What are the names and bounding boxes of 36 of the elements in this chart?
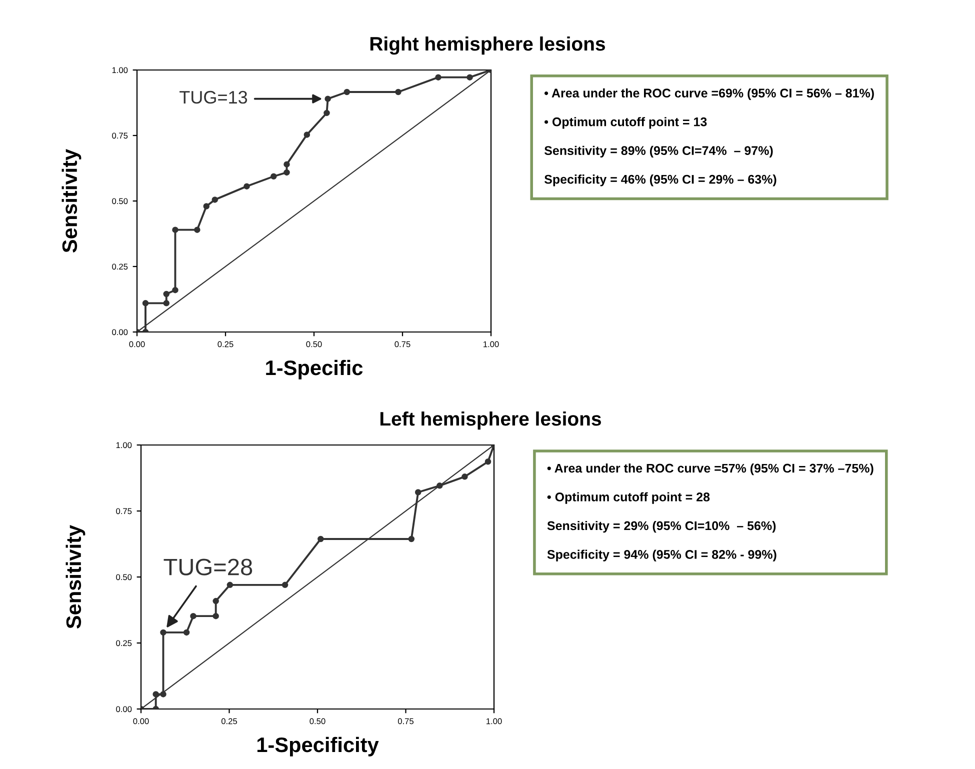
- y-tick-label: 1.00: [112, 67, 128, 74]
- annotation: TUG=13: [180, 90, 248, 104]
- text: • Optimum cutoff point = 13: [544, 117, 707, 129]
- text: Sensitivity = 29% (95% CI=10% – 56%): [547, 520, 776, 533]
- x-tick-label: 0.50: [306, 341, 322, 348]
- y-tick-label: 0.00: [112, 329, 128, 336]
- y-tick-label: 0.00: [116, 706, 132, 712]
- y-axis-title: Sensitivity: [62, 149, 82, 252]
- y-tick-label: 0.75: [116, 508, 132, 514]
- x-tick-label: 1.00: [486, 718, 502, 724]
- x-tick-label: 0.50: [310, 718, 326, 724]
- x-axis-title: 1-Specificity: [257, 736, 379, 756]
- x-tick-label: 0.00: [129, 341, 145, 348]
- text: Specificity = 46% (95% CI = 29% – 63%): [544, 174, 776, 186]
- y-tick-label: 0.50: [116, 574, 132, 580]
- x-tick-label: 1.00: [484, 341, 499, 348]
- text: • Area under the ROC curve =69% (95% CI = 56% – 81%): [544, 88, 874, 100]
- text: Specificity = 94% (95% CI = 82% - 99%): [547, 550, 776, 562]
- y-axis-title: Sensitivity: [66, 525, 86, 628]
- x-tick-label: 0.25: [218, 341, 234, 348]
- x-tick-label: 0.00: [133, 718, 149, 724]
- x-tick-label: 0.75: [394, 341, 410, 348]
- y-tick-label: 0.75: [112, 132, 128, 139]
- x-axis-title: 1-Specific: [266, 360, 363, 380]
- x-tick-label: 0.75: [398, 718, 414, 724]
- y-tick-label: 0.25: [116, 640, 132, 646]
- y-tick-label: 0.25: [112, 264, 128, 270]
- y-tick-label: 1.00: [116, 442, 132, 448]
- text: • Area under the ROC curve =57% (95% CI = 37% –75%): [547, 463, 874, 476]
- text: • Optimum cutoff point = 28: [547, 492, 710, 504]
- chart-title: Right hemisphere lesions: [370, 36, 605, 55]
- chart-title: Left hemisphere lesions: [380, 411, 601, 430]
- y-tick-label: 0.50: [112, 198, 128, 204]
- x-tick-label: 0.25: [221, 718, 238, 724]
- annotation: TUG=28: [164, 558, 252, 576]
- text: Sensitivity = 89% (95% CI=74% – 97%): [544, 146, 773, 158]
